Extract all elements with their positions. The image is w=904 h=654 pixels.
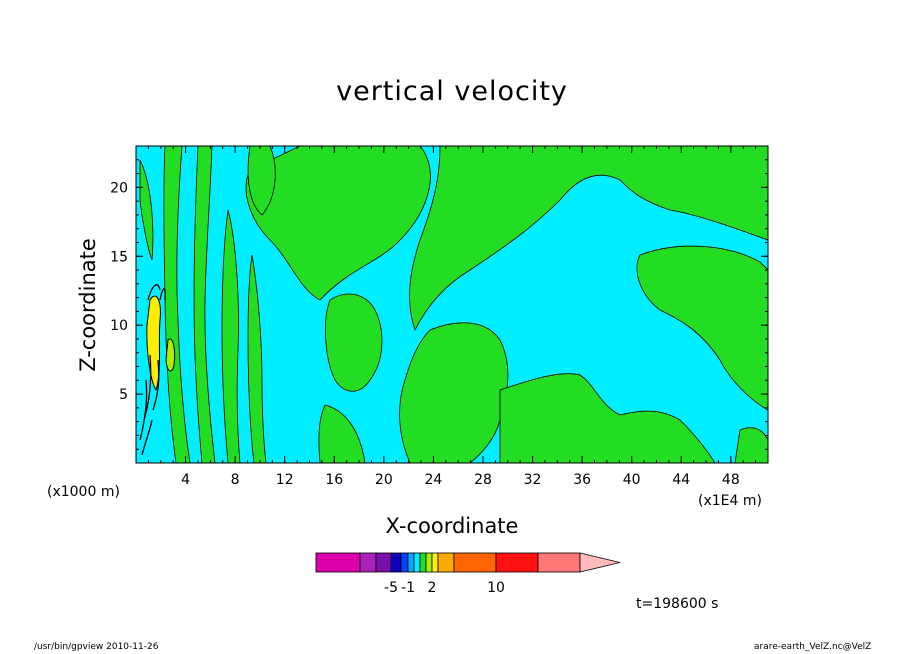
positive-region-upper-right <box>409 145 769 332</box>
footer-program-date: /usr/bin/gpview 2010-11-26 <box>34 642 159 652</box>
colorbar-segment <box>315 552 361 573</box>
x-tick-label: 40 <box>623 472 641 488</box>
x-tick-label: 12 <box>276 472 294 488</box>
x-axis-unit: (x1E4 m) <box>698 493 762 509</box>
positive-region-upper-middle <box>245 145 431 301</box>
y-tick-label: 20 <box>110 180 128 196</box>
x-axis-label: X-coordinate <box>385 514 519 538</box>
x-tick-label: 48 <box>722 472 740 488</box>
colorbar-extension-arrow <box>579 552 621 573</box>
colorbar-segment <box>431 552 439 573</box>
x-tick-label: 44 <box>672 472 690 488</box>
colorbar-segment <box>419 552 427 573</box>
strong-updraft-left-2 <box>165 338 176 372</box>
x-tick-label: 32 <box>524 472 542 488</box>
y-tick-label: 15 <box>110 249 128 265</box>
positive-region-center <box>325 293 383 392</box>
colorbar-tick-label: 10 <box>487 580 505 596</box>
colorbar-segment <box>537 552 581 573</box>
chart-title: vertical velocity <box>336 76 568 107</box>
x-tick-label: 4 <box>181 472 190 488</box>
footer-source-file: arare-earth_VelZ.nc@VelZ <box>754 642 872 652</box>
colorbar-tick-label: 2 <box>428 580 437 596</box>
colorbar-segment <box>437 552 455 573</box>
y-tick-label: 5 <box>119 387 128 403</box>
x-tick-label: 16 <box>325 472 343 488</box>
x-tick-label: 20 <box>375 472 393 488</box>
x-tick-label: 36 <box>573 472 591 488</box>
colorbar: -5 -1 2 10 <box>315 552 621 596</box>
x-tick-label: 28 <box>474 472 492 488</box>
y-axis-unit: (x1000 m) <box>47 484 120 500</box>
colorbar-segment <box>359 552 377 573</box>
colorbar-segment <box>425 552 433 573</box>
colorbar-tick-label: -5 <box>384 580 398 596</box>
colorbar-segment <box>413 552 421 573</box>
positive-region-lower-right <box>499 373 716 464</box>
colorbar-tick-label: -1 <box>401 580 415 596</box>
velocity-field <box>136 145 769 464</box>
positive-band-left-6 <box>139 159 154 261</box>
colorbar-segment <box>400 552 409 573</box>
positive-region-middle-wedge <box>399 322 509 464</box>
colorbar-segment <box>407 552 415 573</box>
time-label: t=198600 s <box>636 596 719 612</box>
y-tick-label: 10 <box>110 318 128 334</box>
positive-region-right-blob <box>636 245 769 411</box>
x-tick-label: 24 <box>424 472 442 488</box>
plot-frame <box>135 145 769 464</box>
colorbar-segment <box>453 552 497 573</box>
colorbar-segment <box>495 552 539 573</box>
positive-band-left-4 <box>247 145 276 216</box>
positive-region-lower-right-edge <box>734 427 769 464</box>
dense-contours-left <box>139 284 166 456</box>
x-tick-label: 8 <box>231 472 240 488</box>
colorbar-segment <box>375 552 392 573</box>
colorbar-segment <box>390 552 402 573</box>
